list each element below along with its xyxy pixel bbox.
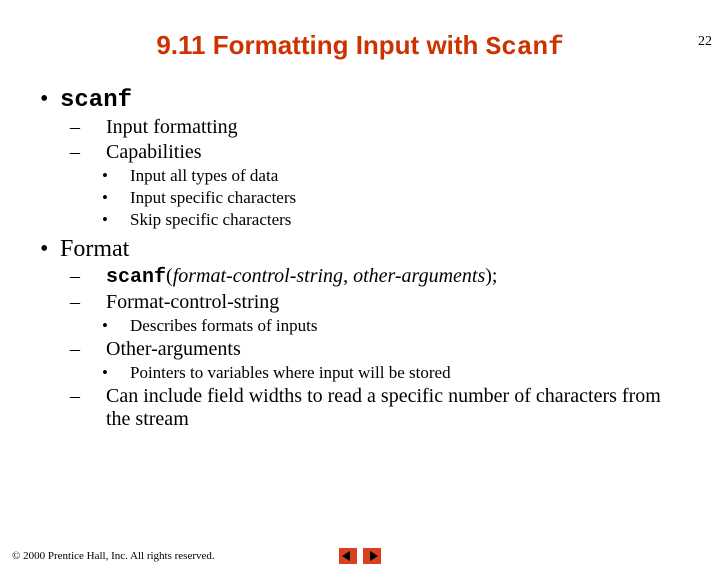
sub-capabilities: –Capabilities (30, 141, 690, 164)
prev-slide-button[interactable] (339, 548, 357, 564)
dash-icon: – (88, 385, 106, 408)
sub-input-formatting: –Input formatting (30, 116, 690, 139)
page-number: 22 (698, 34, 712, 50)
sub-text: Format-control-string (106, 291, 279, 313)
bullet-scanf: •scanf (30, 86, 690, 114)
dash-icon: – (88, 291, 106, 314)
bullet-dot-icon: • (40, 236, 60, 263)
subsub-text: Skip specific characters (130, 210, 291, 229)
subsub-skip-specific: •Skip specific characters (30, 210, 690, 230)
subsub-text: Input all types of data (130, 166, 278, 185)
bullet-dot-icon: • (116, 210, 130, 230)
next-slide-button[interactable] (363, 548, 381, 564)
bullet-dot-icon: • (116, 316, 130, 336)
bullet-scanf-text: scanf (60, 87, 132, 114)
sub-format-control-string: –Format-control-string (30, 291, 690, 314)
subsub-input-specific: •Input specific characters (30, 188, 690, 208)
sub-other-arguments: –Other-arguments (30, 338, 690, 361)
bullet-format: •Format (30, 236, 690, 263)
sig-arg2: other-arguments (353, 265, 485, 287)
subsub-describes-formats: •Describes formats of inputs (30, 316, 690, 336)
subsub-text: Pointers to variables where input will b… (130, 363, 451, 382)
subsub-pointers: •Pointers to variables where input will … (30, 363, 690, 383)
sub-scanf-signature: –scanf(format-control-string, other-argu… (30, 265, 690, 289)
sig-close: ); (485, 265, 497, 287)
sub-text: Capabilities (106, 141, 202, 163)
dash-icon: – (88, 265, 106, 288)
bullet-dot-icon: • (40, 86, 60, 113)
dash-icon: – (88, 338, 106, 361)
sub-field-widths: –Can include field widths to read a spec… (30, 385, 690, 431)
sub-text: Input formatting (106, 116, 238, 138)
sub-text: Other-arguments (106, 338, 241, 360)
dash-icon: – (88, 116, 106, 139)
bullet-dot-icon: • (116, 166, 130, 186)
bullet-format-text: Format (60, 236, 129, 262)
nav-arrows (339, 548, 381, 564)
title-mono: Scanf (486, 32, 564, 62)
bullet-dot-icon: • (116, 363, 130, 383)
subsub-text: Input specific characters (130, 188, 296, 207)
sig-arg1: format-control-string (173, 265, 343, 287)
subsub-text: Describes formats of inputs (130, 316, 317, 335)
slide-content: •scanf –Input formatting –Capabilities •… (0, 86, 720, 431)
sub-text: Can include field widths to read a speci… (106, 385, 661, 430)
title-text: 9.11 Formatting Input with (156, 30, 485, 60)
sig-scanf: scanf (106, 266, 166, 289)
sig-open: ( (166, 265, 173, 287)
bullet-dot-icon: • (116, 188, 130, 208)
slide-title: 9.11 Formatting Input with Scanf (0, 30, 720, 62)
dash-icon: – (88, 141, 106, 164)
sig-sep: , (343, 265, 353, 287)
subsub-input-all-types: •Input all types of data (30, 166, 690, 186)
